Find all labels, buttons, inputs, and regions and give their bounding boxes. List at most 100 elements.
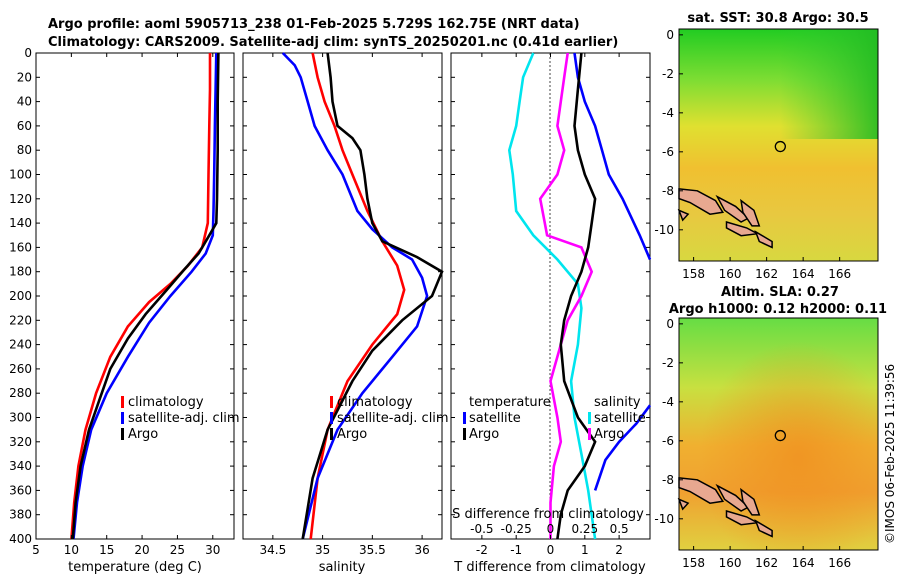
legend-swatch-satellite	[121, 412, 124, 424]
island-shape	[740, 487, 761, 516]
legend-t-argo: Argo	[469, 427, 499, 442]
y-tick-label: 140	[9, 216, 32, 230]
legend-s-salinity: salinity	[594, 395, 641, 410]
top-tick-label: 0.5	[610, 522, 629, 536]
map-y-tick-label: -2	[662, 356, 674, 370]
series-line-climatology	[70, 53, 212, 540]
sla-map	[677, 317, 879, 551]
legend-swatch-s-satellite	[588, 412, 591, 424]
temperature-plot-frame	[35, 52, 235, 540]
map-x-tick-label: 162	[755, 556, 778, 570]
difference-legend: temperature satellite Argo salinity sate…	[463, 395, 646, 442]
temperature-xlabel: temperature (deg C)	[68, 560, 202, 575]
top-tick-label: 0.25	[571, 522, 598, 536]
map-y-tick-label: 0	[666, 28, 674, 42]
top-tick-label: -0.5	[470, 522, 493, 536]
x-tick-label: 15	[99, 543, 114, 557]
difference-series	[507, 52, 652, 540]
legend-swatch-argo	[330, 428, 333, 440]
sla-map-axes: 158 160 162 164 166 0 -2 -4 -6 -8 -10	[654, 317, 851, 570]
island-shape	[678, 477, 725, 504]
island-shape	[677, 497, 690, 511]
series-line-s-satellite	[573, 52, 652, 261]
island-shape	[725, 220, 760, 237]
legend-swatch-climatology	[121, 396, 124, 408]
legend-swatch-s-argo	[588, 428, 591, 440]
x-tick-label: 20	[134, 543, 149, 557]
y-tick-label: 40	[17, 95, 32, 109]
legend-satellite: satellite-adj. clim	[128, 411, 240, 426]
map-y-tick-label: -8	[662, 473, 674, 487]
map-y-tick-label: -4	[662, 106, 674, 120]
series-line-satellite-adj-clim	[72, 52, 218, 540]
sla-map-frame	[678, 317, 879, 551]
map-y-tick-label: -6	[662, 145, 674, 159]
y-tick-label: 240	[9, 338, 32, 352]
sla-map-title: Altim. SLA: 0.27	[721, 285, 839, 300]
map-x-tick-label: 166	[828, 556, 851, 570]
y-tick-label: 200	[9, 289, 32, 303]
x-tick-label: -2	[476, 543, 488, 557]
legend-argo: Argo	[128, 427, 158, 442]
map-y-tick-label: -4	[662, 395, 674, 409]
series-line-s-satellite-lower	[593, 404, 652, 491]
y-tick-label: 60	[17, 119, 32, 133]
legend-s-satellite: satellite	[594, 411, 646, 426]
difference-xlabel: T difference from climatology	[453, 560, 646, 575]
argo-position-marker	[774, 140, 786, 153]
y-tick-label: 380	[9, 508, 32, 522]
y-tick-label: 20	[17, 70, 32, 84]
y-tick-label: 280	[9, 386, 32, 400]
legend-climatology: climatology	[337, 395, 413, 410]
island-shape	[678, 188, 725, 215]
map-x-tick-label: 158	[682, 267, 705, 281]
coastline	[677, 477, 773, 538]
sst-map-frame	[678, 28, 879, 262]
x-tick-label: 30	[205, 543, 220, 557]
temperature-legend: climatology satellite-adj. clim Argo	[121, 395, 240, 442]
map-y-tick-label: -6	[662, 434, 674, 448]
x-tick-label: 36	[414, 543, 429, 557]
legend-swatch-t-satellite	[463, 412, 466, 424]
y-tick-label: 0	[24, 46, 32, 60]
depth-axis: 0 20 40 60 80 100 120 140 160 180 200 220 240 260 280 3…	[9, 46, 650, 546]
y-tick-label: 400	[9, 532, 32, 546]
x-axes: 5 10 15 20 25 30 34.5 35 35.5 36 -2 -1 0 1 2 -0.5 -0.25 0…	[32, 53, 629, 557]
map-x-tick-label: 164	[792, 556, 815, 570]
y-tick-label: 300	[9, 411, 32, 425]
x-tick-label: 10	[64, 543, 79, 557]
y-tick-label: 340	[9, 459, 32, 473]
legend-t-satellite: satellite	[469, 411, 521, 426]
y-tick-label: 160	[9, 240, 32, 254]
island-shape	[754, 519, 773, 538]
series-line-argo	[71, 52, 220, 540]
island-shape	[725, 509, 760, 526]
x-tick-label: 1	[581, 543, 589, 557]
island-shape	[677, 208, 690, 222]
sst-map-axes: 158 160 162 164 166 0 -2 -4 -6 -8 -10	[654, 28, 851, 281]
salinity-legend: climatology satellite-adj. clim Argo	[330, 395, 449, 442]
legend-swatch-satellite	[330, 412, 333, 424]
series-line-s-argo	[556, 52, 597, 540]
map-y-tick-label: -10	[654, 512, 674, 526]
map-x-tick-label: 160	[719, 556, 742, 570]
legend-t-temperature: temperature	[469, 395, 551, 410]
island-shape	[715, 483, 750, 512]
salinity-plot-frame	[242, 52, 443, 540]
series-line-argo	[301, 52, 444, 540]
x-tick-label: 2	[615, 543, 623, 557]
y-tick-label: 80	[17, 143, 32, 157]
legend-swatch-climatology	[330, 396, 333, 408]
map-x-tick-label: 160	[719, 267, 742, 281]
top-tick-label: -0.25	[501, 522, 532, 536]
y-tick-label: 360	[9, 483, 32, 497]
sst-map	[677, 28, 879, 262]
y-tick-label: 120	[9, 192, 32, 206]
coastline	[677, 188, 773, 249]
series-line-climatology	[309, 52, 406, 540]
x-tick-label: 0	[547, 543, 555, 557]
salinity-xlabel: salinity	[319, 560, 366, 575]
y-tick-label: 220	[9, 313, 32, 327]
sst-cool-region	[780, 29, 878, 139]
